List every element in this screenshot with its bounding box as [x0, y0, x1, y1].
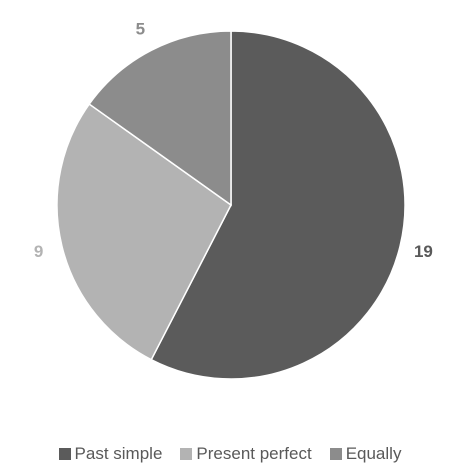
- chart-legend: Past simple Present perfect Equally: [0, 442, 460, 466]
- data-label-present-perfect: 9: [34, 242, 43, 261]
- pie-slice-present-perfect: [56, 103, 232, 361]
- pie-slice-equally: [88, 30, 232, 207]
- data-label-equally: 5: [136, 20, 145, 39]
- legend-label-past-simple: Past simple: [74, 444, 163, 463]
- legend-swatch-past-simple: [58, 448, 71, 460]
- legend-label-equally: Equally: [345, 444, 402, 463]
- legend-item-equally: Equally: [329, 444, 402, 464]
- legend-swatch-equally: [329, 448, 342, 460]
- legend-item-present-perfect: Present perfect: [180, 444, 312, 464]
- legend-label-present-perfect: Present perfect: [196, 444, 312, 463]
- legend-item-past-simple: Past simple: [58, 444, 163, 464]
- data-label-past-simple: 19: [414, 242, 433, 261]
- pie-slice-past-simple: [150, 30, 406, 380]
- legend-swatch-present-perfect: [180, 448, 193, 460]
